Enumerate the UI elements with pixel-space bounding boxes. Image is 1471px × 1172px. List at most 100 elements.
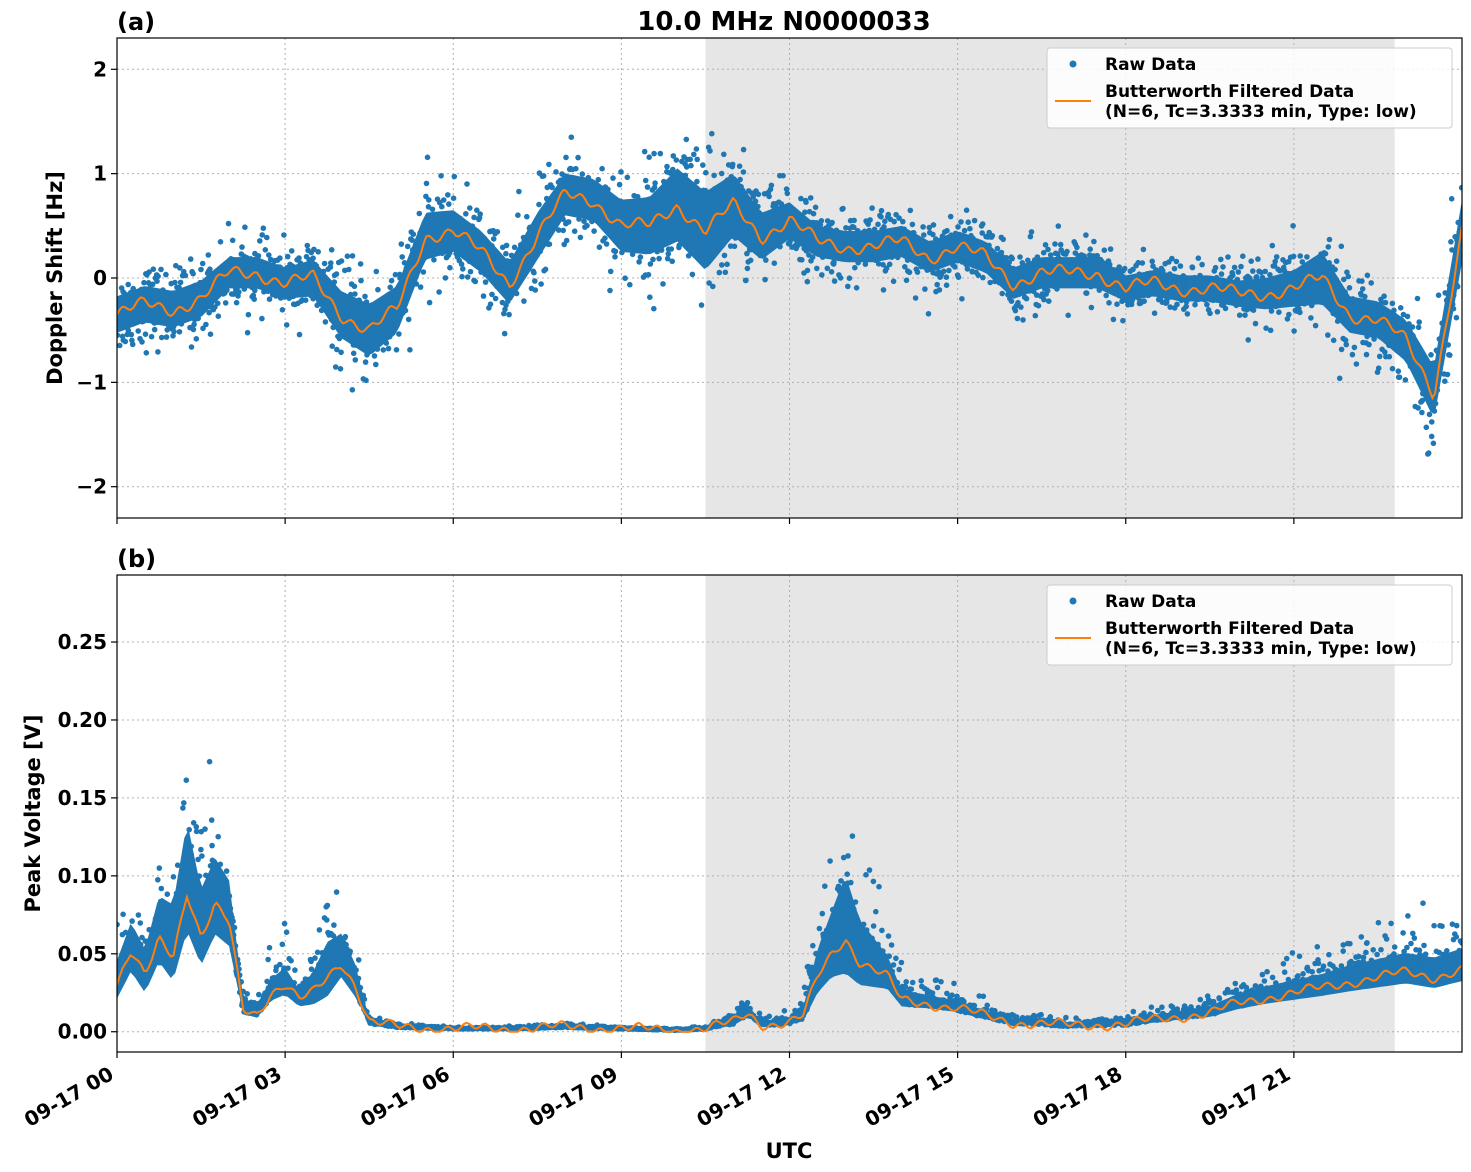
raw-data-point xyxy=(1130,266,1136,273)
raw-data-point xyxy=(1393,333,1400,340)
raw-data-point xyxy=(1210,297,1217,304)
raw-data-point xyxy=(1055,255,1062,261)
raw-data-point xyxy=(195,856,201,863)
raw-data-point xyxy=(281,920,288,927)
raw-data-point xyxy=(191,321,197,328)
raw-data-point xyxy=(1360,309,1367,315)
raw-data-point xyxy=(170,323,177,330)
legend-label-filtered-params: (N=6, Tc=3.3333 min, Type: low) xyxy=(1105,102,1417,122)
raw-data-point xyxy=(1114,301,1120,308)
raw-data-point xyxy=(170,333,176,339)
raw-data-point xyxy=(1250,307,1257,314)
raw-data-point xyxy=(589,218,595,225)
raw-data-point xyxy=(1065,274,1071,281)
raw-data-point xyxy=(1183,303,1189,310)
raw-data-point xyxy=(971,1002,978,1009)
raw-data-point xyxy=(709,130,715,137)
raw-data-point xyxy=(1262,268,1268,275)
raw-data-point xyxy=(277,255,283,261)
raw-data-point xyxy=(890,962,897,968)
raw-data-point xyxy=(670,166,676,173)
raw-data-point xyxy=(118,301,124,307)
raw-data-point xyxy=(1399,343,1405,350)
raw-data-point xyxy=(1006,259,1012,266)
y-tick-label: 2 xyxy=(93,57,107,81)
raw-data-point xyxy=(918,263,924,270)
raw-data-point xyxy=(926,224,933,231)
raw-data-point xyxy=(380,347,387,353)
raw-data-point xyxy=(348,970,355,977)
raw-data-point xyxy=(1276,309,1282,316)
raw-data-point xyxy=(523,266,530,272)
raw-data-point xyxy=(343,957,350,963)
raw-data-point xyxy=(918,978,924,984)
raw-data-point xyxy=(883,265,890,272)
raw-data-point xyxy=(242,996,248,1002)
raw-data-point xyxy=(246,262,253,268)
raw-data-point xyxy=(501,330,508,337)
raw-data-point xyxy=(623,238,630,245)
raw-data-point xyxy=(177,265,183,271)
raw-data-point xyxy=(860,921,867,928)
raw-data-point xyxy=(872,251,878,258)
raw-data-point xyxy=(194,908,201,914)
raw-data-point xyxy=(1281,969,1288,975)
raw-data-point xyxy=(880,287,887,293)
raw-data-point xyxy=(1096,287,1103,293)
raw-data-point xyxy=(1307,285,1313,292)
raw-data-point xyxy=(277,961,283,968)
x-axis-label: UTC xyxy=(766,1139,813,1163)
raw-data-point xyxy=(1308,315,1314,321)
raw-data-point xyxy=(954,993,960,1000)
raw-data-point xyxy=(138,286,145,293)
raw-data-point xyxy=(1343,341,1350,348)
raw-data-point xyxy=(1356,953,1362,960)
raw-data-point xyxy=(961,998,967,1005)
raw-data-point xyxy=(1408,940,1414,947)
raw-data-point xyxy=(509,290,515,297)
raw-data-point xyxy=(147,970,153,977)
raw-data-point xyxy=(1388,920,1394,927)
raw-data-point xyxy=(313,993,320,999)
raw-data-point xyxy=(987,279,993,286)
raw-data-point xyxy=(1415,324,1422,331)
raw-data-point xyxy=(178,321,185,327)
raw-data-point xyxy=(1291,328,1297,334)
y-tick-label: 0 xyxy=(93,266,107,290)
raw-data-point xyxy=(1025,265,1032,272)
raw-data-point xyxy=(1334,967,1341,974)
raw-data-point xyxy=(244,991,250,997)
raw-data-point xyxy=(356,297,362,304)
raw-data-point xyxy=(498,260,505,267)
raw-data-point xyxy=(193,336,200,342)
raw-data-point xyxy=(885,933,892,939)
raw-data-point xyxy=(1359,286,1366,292)
raw-data-point xyxy=(324,902,331,909)
raw-data-point xyxy=(343,295,349,302)
raw-data-point xyxy=(1110,316,1117,323)
raw-data-point xyxy=(372,326,379,332)
raw-data-point xyxy=(543,195,550,202)
raw-data-point xyxy=(362,359,369,365)
raw-data-point xyxy=(577,234,584,241)
raw-data-point xyxy=(233,299,240,306)
y-tick-label: 0.05 xyxy=(58,942,107,966)
raw-data-point xyxy=(1263,325,1269,332)
raw-data-point xyxy=(724,261,730,268)
raw-data-point xyxy=(193,828,200,835)
raw-data-point xyxy=(691,151,697,158)
raw-data-point xyxy=(958,219,964,225)
raw-data-point xyxy=(980,274,986,281)
plot-area xyxy=(117,758,1462,1034)
raw-data-point xyxy=(1220,264,1226,270)
raw-data-point xyxy=(946,267,952,274)
raw-data-point xyxy=(297,288,304,295)
raw-data-point xyxy=(359,301,365,308)
raw-data-point xyxy=(769,244,775,251)
raw-data-point xyxy=(1425,450,1432,456)
raw-data-point xyxy=(1081,266,1088,272)
raw-data-point xyxy=(1148,1004,1155,1010)
raw-data-point xyxy=(513,290,520,297)
raw-data-point xyxy=(149,310,155,316)
